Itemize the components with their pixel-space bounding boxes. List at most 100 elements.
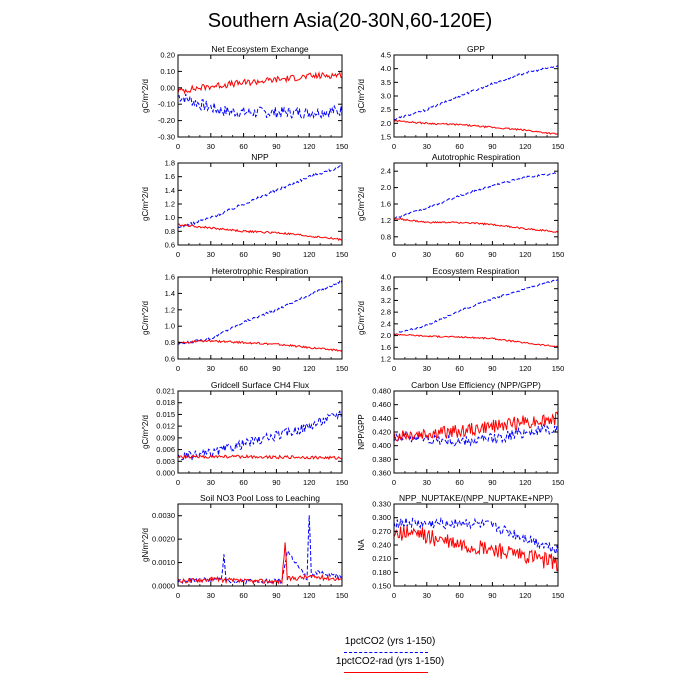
chart-title: Heterotrophic Respiration — [212, 266, 309, 276]
series-1pctco2-line — [177, 93, 343, 120]
x-tick-label: 0 — [176, 250, 180, 259]
chart-panel: 0 30 60 90 120 150 -0.30 -0.20 -0.10 0.00 0.10 0.20… — [141, 44, 348, 151]
y-tick-label: 0.8 — [165, 227, 175, 236]
series-1pctco2-line — [177, 164, 343, 228]
y-tick-label: 0.006 — [156, 445, 175, 454]
series-1pctco2-line — [393, 65, 559, 121]
x-tick-label: 30 — [207, 478, 215, 487]
y-tick-label: 0.20 — [160, 51, 175, 60]
x-tick-label: 150 — [552, 364, 565, 373]
legend-label-1pctco2-rad: 1pctCO2-rad (yrs 1-150) — [335, 656, 445, 667]
x-tick-label: 30 — [423, 591, 431, 600]
y-tick-label: 0.0000 — [152, 582, 175, 591]
y-tick-label: 0.180 — [372, 568, 391, 577]
x-tick-label: 0 — [392, 364, 396, 373]
y-axis-label: gC/m^2/d — [141, 79, 150, 113]
y-tick-label: 0.270 — [372, 527, 391, 536]
x-tick-label: 120 — [519, 364, 532, 373]
series-1pctco2-rad-line — [393, 217, 559, 233]
chart-panel: 0 30 60 90 120 150 0.6 0.8 1.0 1.2 1.4 1.6 Heterotro… — [141, 266, 348, 373]
y-tick-label: 0.009 — [156, 433, 175, 442]
series-1pctco2-rad-line — [177, 454, 343, 461]
series-1pctco2-rad-line — [177, 542, 343, 585]
y-tick-label: 0.420 — [372, 428, 391, 437]
plot-frame — [393, 503, 559, 587]
y-tick-label: 0.003 — [156, 457, 175, 466]
x-tick-label: 120 — [303, 364, 316, 373]
y-tick-label: 0.000 — [156, 469, 175, 478]
y-tick-label: 3.5 — [381, 78, 391, 87]
y-tick-label: 1.2 — [165, 200, 175, 209]
y-axis-label: gC/m^2/d — [141, 415, 150, 449]
x-tick-label: 60 — [239, 478, 247, 487]
y-tick-label: 0.012 — [156, 422, 175, 431]
y-tick-label: 2.4 — [381, 167, 391, 176]
chart-title: Autotrophic Respiration — [432, 152, 521, 162]
chart-title: NPP_NUPTAKE/(NPP_NUPTAKE+NPP) — [399, 493, 553, 503]
series-1pctco2-line — [177, 515, 343, 585]
x-tick-label: 0 — [176, 142, 180, 151]
x-tick-label: 30 — [207, 364, 215, 373]
x-tick-label: 30 — [207, 250, 215, 259]
y-tick-label: 1.6 — [381, 200, 391, 209]
series-1pctco2-rad-line — [177, 339, 343, 352]
x-tick-label: 60 — [239, 250, 247, 259]
y-tick-label: 0.0010 — [152, 558, 175, 567]
y-tick-label: 0.300 — [372, 513, 391, 522]
x-tick-label: 120 — [303, 591, 316, 600]
x-tick-label: 90 — [272, 478, 280, 487]
y-tick-label: 4.5 — [381, 51, 391, 60]
x-tick-label: 150 — [552, 591, 565, 600]
chart-title: NPP — [251, 152, 269, 162]
x-tick-label: 150 — [552, 142, 565, 151]
series-1pctco2-rad-line — [393, 119, 559, 135]
y-tick-label: 1.8 — [165, 159, 175, 168]
y-tick-label: 1.2 — [381, 216, 391, 225]
x-tick-label: 0 — [392, 250, 396, 259]
y-tick-label: 2.4 — [381, 319, 391, 328]
x-tick-label: 0 — [176, 478, 180, 487]
y-tick-label: 1.6 — [165, 172, 175, 181]
y-tick-label: 0.10 — [160, 67, 175, 76]
plot-frame — [393, 54, 559, 138]
x-tick-label: 30 — [207, 591, 215, 600]
y-tick-label: 1.2 — [381, 355, 391, 364]
plot-frame — [177, 162, 343, 246]
y-tick-label: 3.6 — [381, 284, 391, 293]
chart-panel: 0 30 60 90 120 150 0.150 0.180 0.210 0.240 0.270 0.… — [357, 493, 564, 600]
series-1pctco2-rad-line — [177, 223, 343, 242]
x-tick-label: 30 — [423, 364, 431, 373]
chart-title: GPP — [467, 44, 485, 54]
y-tick-label: 2.5 — [381, 105, 391, 114]
x-tick-label: 120 — [519, 250, 532, 259]
y-tick-label: -0.30 — [158, 133, 175, 142]
plot-frame — [177, 276, 343, 360]
plot-frame — [177, 54, 343, 138]
y-axis-label: NPP/GPP — [357, 414, 366, 450]
x-tick-label: 60 — [455, 478, 463, 487]
x-tick-label: 120 — [303, 478, 316, 487]
legend-label-1pctco2: 1pctCO2 (yrs 1-150) — [344, 636, 436, 647]
chart-panel: 0 30 60 90 120 150 0.6 0.8 1.0 1.2 1.4 1.6 1.8 NPP gC/… — [141, 152, 348, 259]
x-tick-label: 30 — [423, 250, 431, 259]
x-tick-label: 150 — [336, 250, 349, 259]
x-tick-label: 0 — [176, 364, 180, 373]
y-tick-label: 0.480 — [372, 387, 391, 396]
y-tick-label: 0.018 — [156, 398, 175, 407]
chart-panel: 0 30 60 90 120 150 1.2 1.6 2.0 2.4 2.8 3.2 3.6 4.0 Eco… — [357, 266, 564, 373]
chart-panel: 0 30 60 90 120 150 0.000 0.003 0.006 0.009 0.012 0.… — [141, 380, 348, 487]
x-tick-label: 60 — [455, 142, 463, 151]
y-tick-label: -0.10 — [158, 100, 175, 109]
y-tick-label: 0.00 — [160, 83, 175, 92]
x-tick-label: 60 — [239, 591, 247, 600]
y-axis-label: gC/m^2/d — [357, 79, 366, 113]
chart-panel: 0 30 60 90 120 150 0.360 0.380 0.400 0.420 0.440 0.… — [357, 380, 564, 487]
x-tick-label: 30 — [423, 478, 431, 487]
y-tick-label: 0.015 — [156, 410, 175, 419]
series-1pctco2-line — [393, 517, 559, 556]
series-1pctco2-rad-line — [177, 71, 343, 95]
y-tick-label: 0.440 — [372, 414, 391, 423]
y-tick-label: 1.6 — [165, 273, 175, 282]
y-tick-label: 1.4 — [165, 289, 175, 298]
